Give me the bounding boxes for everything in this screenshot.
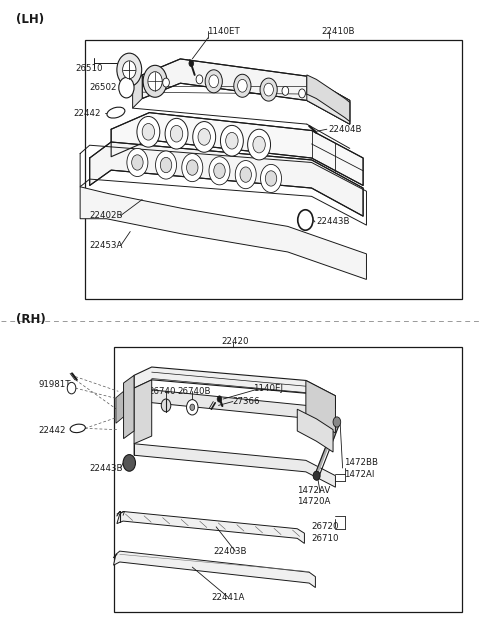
Polygon shape [111, 112, 363, 186]
Text: 22404B: 22404B [328, 125, 362, 134]
Ellipse shape [70, 424, 85, 433]
Text: 1472AV: 1472AV [297, 486, 331, 495]
Circle shape [209, 75, 218, 88]
Circle shape [214, 163, 225, 178]
Circle shape [137, 116, 160, 147]
Polygon shape [134, 388, 336, 433]
Polygon shape [117, 512, 304, 543]
Text: 91981T: 91981T [38, 381, 71, 390]
Circle shape [187, 160, 198, 175]
Circle shape [193, 121, 216, 152]
Text: (RH): (RH) [16, 313, 46, 325]
Text: 26740: 26740 [148, 387, 176, 396]
Circle shape [240, 167, 252, 182]
Circle shape [282, 87, 288, 96]
Polygon shape [306, 381, 336, 433]
Circle shape [132, 155, 143, 170]
Text: 22403B: 22403B [214, 546, 247, 555]
Circle shape [238, 80, 247, 92]
Text: 26502: 26502 [90, 83, 117, 92]
Circle shape [313, 471, 320, 480]
Polygon shape [142, 59, 350, 124]
Circle shape [264, 83, 274, 96]
Circle shape [235, 160, 256, 189]
Circle shape [313, 471, 320, 480]
Text: 22420: 22420 [221, 337, 249, 346]
Text: 1140EJ: 1140EJ [253, 384, 283, 393]
Text: 1472BB: 1472BB [344, 458, 378, 467]
Circle shape [265, 171, 277, 186]
Circle shape [298, 210, 313, 230]
Circle shape [220, 125, 243, 156]
Text: 26740B: 26740B [177, 387, 211, 396]
Circle shape [248, 129, 271, 160]
Circle shape [189, 60, 194, 67]
Polygon shape [132, 75, 142, 108]
Circle shape [198, 128, 210, 145]
Polygon shape [80, 187, 366, 279]
Text: 26710: 26710 [312, 534, 339, 543]
Text: (LH): (LH) [16, 13, 44, 26]
Polygon shape [123, 376, 134, 438]
Text: 27366: 27366 [232, 397, 260, 406]
Text: 22443B: 22443B [316, 218, 350, 227]
Circle shape [161, 399, 171, 412]
Polygon shape [134, 380, 152, 444]
Text: 1472AI: 1472AI [344, 470, 374, 479]
Circle shape [260, 78, 277, 101]
Circle shape [123, 455, 135, 471]
Circle shape [160, 157, 172, 173]
Polygon shape [307, 76, 350, 124]
Polygon shape [114, 551, 315, 587]
Text: 22443B: 22443B [90, 464, 123, 473]
Text: 26510: 26510 [75, 64, 103, 73]
Circle shape [119, 78, 134, 98]
Circle shape [156, 151, 177, 179]
Text: 22442: 22442 [38, 426, 66, 435]
Polygon shape [134, 444, 336, 487]
Circle shape [122, 61, 136, 79]
Circle shape [190, 404, 195, 410]
Circle shape [165, 118, 188, 149]
Circle shape [67, 383, 76, 394]
Circle shape [187, 399, 198, 415]
Circle shape [117, 53, 142, 87]
Circle shape [217, 395, 222, 402]
Text: 22410B: 22410B [321, 27, 355, 36]
Text: 22442: 22442 [73, 108, 100, 117]
Circle shape [163, 78, 169, 87]
Bar [114, 347, 462, 612]
Circle shape [253, 136, 265, 153]
Circle shape [205, 70, 222, 93]
Circle shape [299, 89, 305, 98]
Circle shape [261, 164, 281, 193]
Circle shape [143, 65, 167, 98]
Circle shape [127, 148, 148, 177]
Polygon shape [297, 409, 333, 452]
Text: 22453A: 22453A [90, 241, 123, 250]
Polygon shape [90, 142, 363, 216]
Polygon shape [134, 367, 336, 408]
Text: 14720A: 14720A [297, 497, 331, 506]
Circle shape [234, 74, 251, 98]
Circle shape [209, 157, 230, 185]
Circle shape [170, 125, 183, 142]
Polygon shape [307, 75, 350, 121]
Text: 26720: 26720 [312, 523, 339, 532]
Circle shape [196, 75, 203, 84]
Circle shape [182, 153, 203, 182]
Text: 1140ET: 1140ET [206, 27, 240, 36]
Polygon shape [116, 392, 123, 423]
Circle shape [142, 123, 155, 140]
Text: 22402B: 22402B [90, 211, 123, 220]
Ellipse shape [107, 107, 125, 118]
Bar [85, 40, 462, 299]
Circle shape [148, 72, 162, 91]
Text: 22441A: 22441A [211, 593, 245, 602]
Circle shape [333, 417, 341, 427]
Circle shape [226, 132, 238, 149]
